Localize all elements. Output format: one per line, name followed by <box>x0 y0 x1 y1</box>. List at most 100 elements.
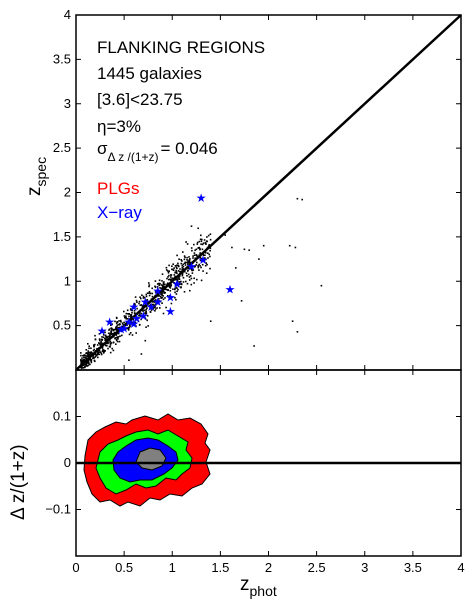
galaxy-point <box>104 331 106 334</box>
galaxy-point <box>121 334 123 337</box>
contour-level-grey <box>135 447 167 471</box>
xray-point: ★ <box>165 305 176 319</box>
xray-point: ★ <box>131 312 142 326</box>
galaxy-point <box>124 328 127 330</box>
residual-y-ticks: −0.1 0 0.1 <box>45 409 461 517</box>
galaxy-point <box>149 292 152 295</box>
annotation-sigma: σΔ z /(1+z) = 0.046 <box>97 139 218 164</box>
galaxy-point <box>208 244 210 246</box>
galaxy-point <box>205 262 207 264</box>
outlier-point <box>231 246 233 249</box>
galaxy-point <box>86 362 89 364</box>
galaxy-point <box>189 275 192 277</box>
galaxy-point <box>163 283 166 285</box>
galaxy-point <box>145 310 147 313</box>
galaxy-point <box>98 333 101 335</box>
galaxy-point <box>175 266 178 269</box>
galaxy-point <box>144 299 147 301</box>
galaxy-point <box>188 261 190 264</box>
galaxy-point <box>175 271 178 273</box>
galaxy-point <box>199 265 201 267</box>
annotation-title: FLANKING REGIONS <box>97 38 265 57</box>
galaxy-point <box>93 345 95 348</box>
galaxy-point <box>157 287 159 290</box>
galaxy-point <box>83 359 85 361</box>
galaxy-point <box>200 266 202 269</box>
outlier-point <box>128 359 130 361</box>
galaxy-point <box>176 272 178 275</box>
outlier-point <box>291 320 294 322</box>
galaxy-point <box>190 265 193 267</box>
galaxy-point <box>159 287 161 289</box>
galaxy-point <box>87 343 89 345</box>
galaxy-point <box>176 278 179 281</box>
galaxy-point <box>176 267 178 270</box>
galaxy-point <box>193 277 195 280</box>
galaxy-point <box>158 282 160 285</box>
x-tick-label: 1.5 <box>211 560 229 575</box>
xray-point: ★ <box>225 282 236 296</box>
galaxy-point <box>132 322 135 324</box>
galaxy-point <box>88 362 90 364</box>
galaxy-point <box>145 295 148 298</box>
galaxy-point <box>107 332 110 335</box>
galaxy-point <box>175 293 178 295</box>
galaxy-point <box>151 306 153 308</box>
galaxy-point <box>151 301 154 303</box>
galaxy-point <box>130 323 132 326</box>
galaxy-point <box>165 306 167 309</box>
galaxy-point <box>110 330 112 333</box>
galaxy-point <box>119 320 122 322</box>
galaxy-point <box>199 252 201 254</box>
outlier-point <box>288 244 291 247</box>
galaxy-point <box>139 296 141 298</box>
galaxy-point <box>157 300 160 302</box>
galaxy-point <box>170 285 172 287</box>
galaxy-point <box>112 332 115 335</box>
galaxy-point <box>95 355 97 357</box>
galaxy-point <box>93 344 95 346</box>
galaxy-point <box>106 345 108 347</box>
galaxy-point <box>105 338 108 341</box>
galaxy-point <box>145 326 147 328</box>
galaxy-point <box>135 317 137 319</box>
galaxy-point <box>140 312 143 315</box>
galaxy-point <box>129 324 131 327</box>
galaxy-point <box>182 281 185 283</box>
y-tick-label: 2 <box>64 185 71 200</box>
galaxy-point <box>177 280 179 283</box>
galaxy-point <box>146 307 148 309</box>
galaxy-point <box>146 292 149 294</box>
galaxy-point <box>86 361 89 363</box>
galaxy-point <box>177 264 179 267</box>
galaxy-point <box>191 269 194 272</box>
galaxy-point <box>170 274 172 276</box>
galaxy-point <box>159 307 161 309</box>
galaxy-point <box>81 359 84 362</box>
galaxy-point <box>188 279 191 281</box>
galaxy-point <box>88 347 90 350</box>
galaxy-point <box>139 313 141 315</box>
galaxy-point <box>110 331 112 334</box>
galaxy-point <box>204 257 206 259</box>
outlier-point <box>224 234 226 236</box>
galaxy-point <box>102 336 105 339</box>
galaxy-point <box>156 291 159 294</box>
galaxy-point <box>110 333 113 335</box>
galaxy-point <box>90 359 92 361</box>
galaxy-point <box>199 256 202 259</box>
y-tick-label: 3 <box>64 96 71 111</box>
galaxy-point <box>144 318 147 320</box>
outlier-point <box>140 353 143 355</box>
galaxy-point <box>145 308 148 311</box>
galaxy-point <box>131 312 133 314</box>
galaxy-point <box>180 259 182 261</box>
galaxy-point <box>132 318 135 321</box>
annotation-outlier-fraction: η=3% <box>97 117 141 136</box>
galaxy-point <box>189 258 191 260</box>
galaxy-point <box>146 315 149 317</box>
galaxy-point <box>180 262 182 265</box>
outlier-point <box>209 320 212 322</box>
xray-point: ★ <box>104 315 115 329</box>
galaxy-point <box>80 359 83 362</box>
